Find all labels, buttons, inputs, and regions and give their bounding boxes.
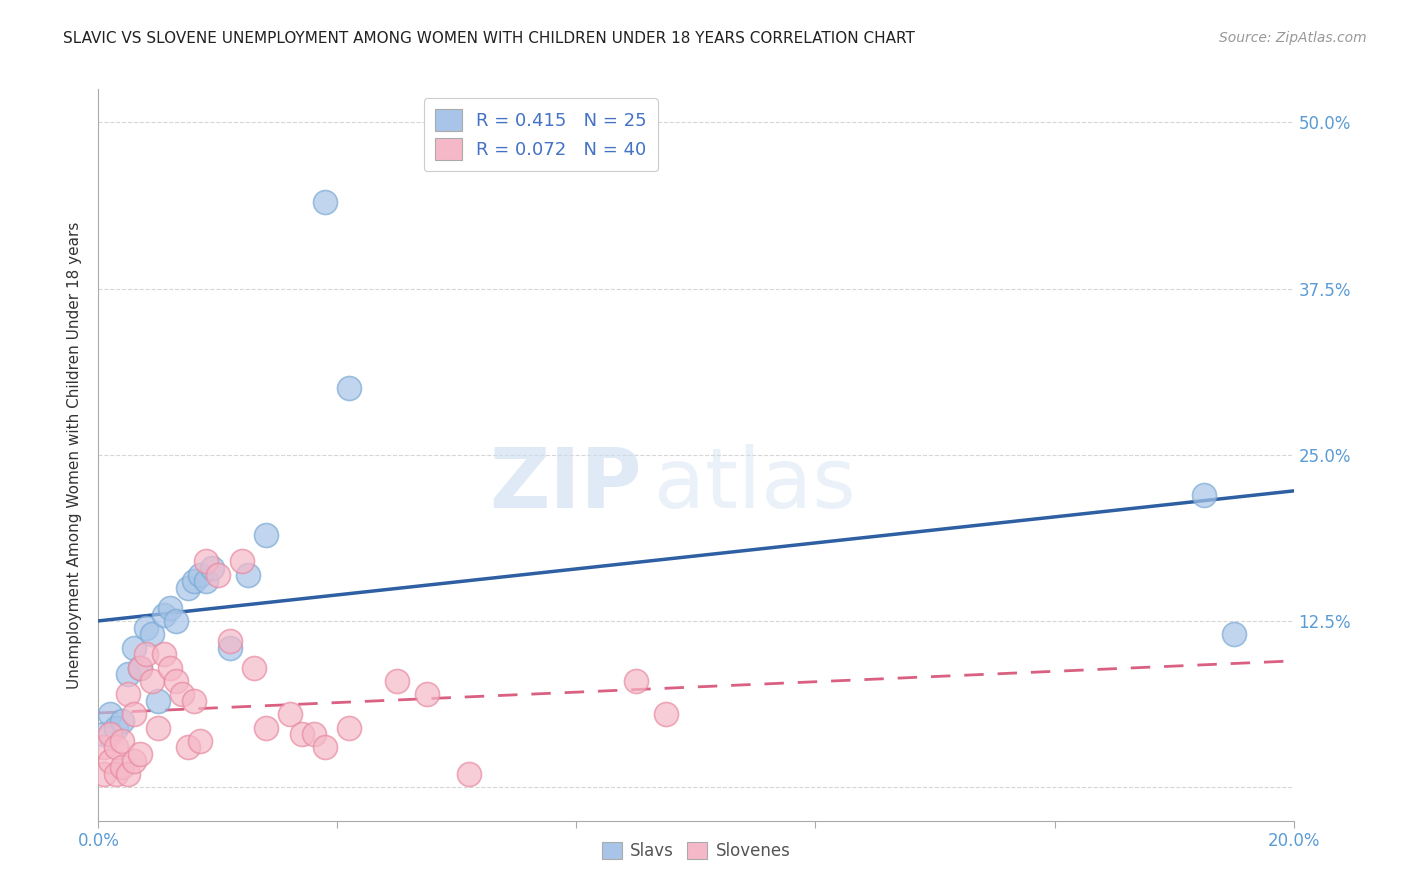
Point [148,694,170,708]
Point [129,661,152,675]
Point [1192,488,1215,502]
Point [1223,627,1246,641]
Text: atlas: atlas [654,443,856,524]
Point [291,727,314,741]
Legend: Slavs, Slovenes: Slavs, Slovenes [595,836,797,867]
Point [153,607,176,622]
Y-axis label: Unemployment Among Women with Children Under 18 years: Unemployment Among Women with Children U… [67,221,83,689]
Point [626,673,648,688]
Point [117,667,139,681]
Point [195,574,218,589]
Point [153,648,176,662]
Point [655,707,678,722]
Point [315,740,337,755]
Point [183,574,205,589]
Point [165,614,187,628]
Point [93,767,115,781]
Point [117,687,139,701]
Point [124,707,146,722]
Point [129,747,152,761]
Point [124,640,146,655]
Point [141,627,163,641]
Point [98,727,122,741]
Point [105,740,128,755]
Point [98,707,122,722]
Point [278,707,301,722]
Text: SLAVIC VS SLOVENE UNEMPLOYMENT AMONG WOMEN WITH CHILDREN UNDER 18 YEARS CORRELAT: SLAVIC VS SLOVENE UNEMPLOYMENT AMONG WOM… [63,31,915,46]
Point [458,767,481,781]
Point [188,734,211,748]
Point [172,687,194,701]
Point [302,727,325,741]
Point [159,600,181,615]
Point [98,754,122,768]
Point [117,767,139,781]
Point [219,634,242,648]
Point [231,554,253,568]
Point [93,727,115,741]
Point [243,661,266,675]
Point [93,740,115,755]
Point [105,721,128,735]
Text: Source: ZipAtlas.com: Source: ZipAtlas.com [1219,31,1367,45]
Point [207,567,229,582]
Point [339,381,361,395]
Point [416,687,439,701]
Point [315,195,337,210]
Point [111,714,134,728]
Point [135,648,157,662]
Text: ZIP: ZIP [489,443,643,524]
Point [105,767,128,781]
Point [177,581,200,595]
Point [135,621,157,635]
Point [219,640,242,655]
Point [159,661,181,675]
Point [188,567,211,582]
Point [201,561,224,575]
Point [148,721,170,735]
Point [339,721,361,735]
Point [177,740,200,755]
Point [129,661,152,675]
Point [254,527,277,541]
Point [183,694,205,708]
Point [111,734,134,748]
Point [195,554,218,568]
Point [111,760,134,774]
Point [254,721,277,735]
Point [236,567,259,582]
Point [124,754,146,768]
Point [385,673,409,688]
Point [165,673,187,688]
Point [141,673,163,688]
